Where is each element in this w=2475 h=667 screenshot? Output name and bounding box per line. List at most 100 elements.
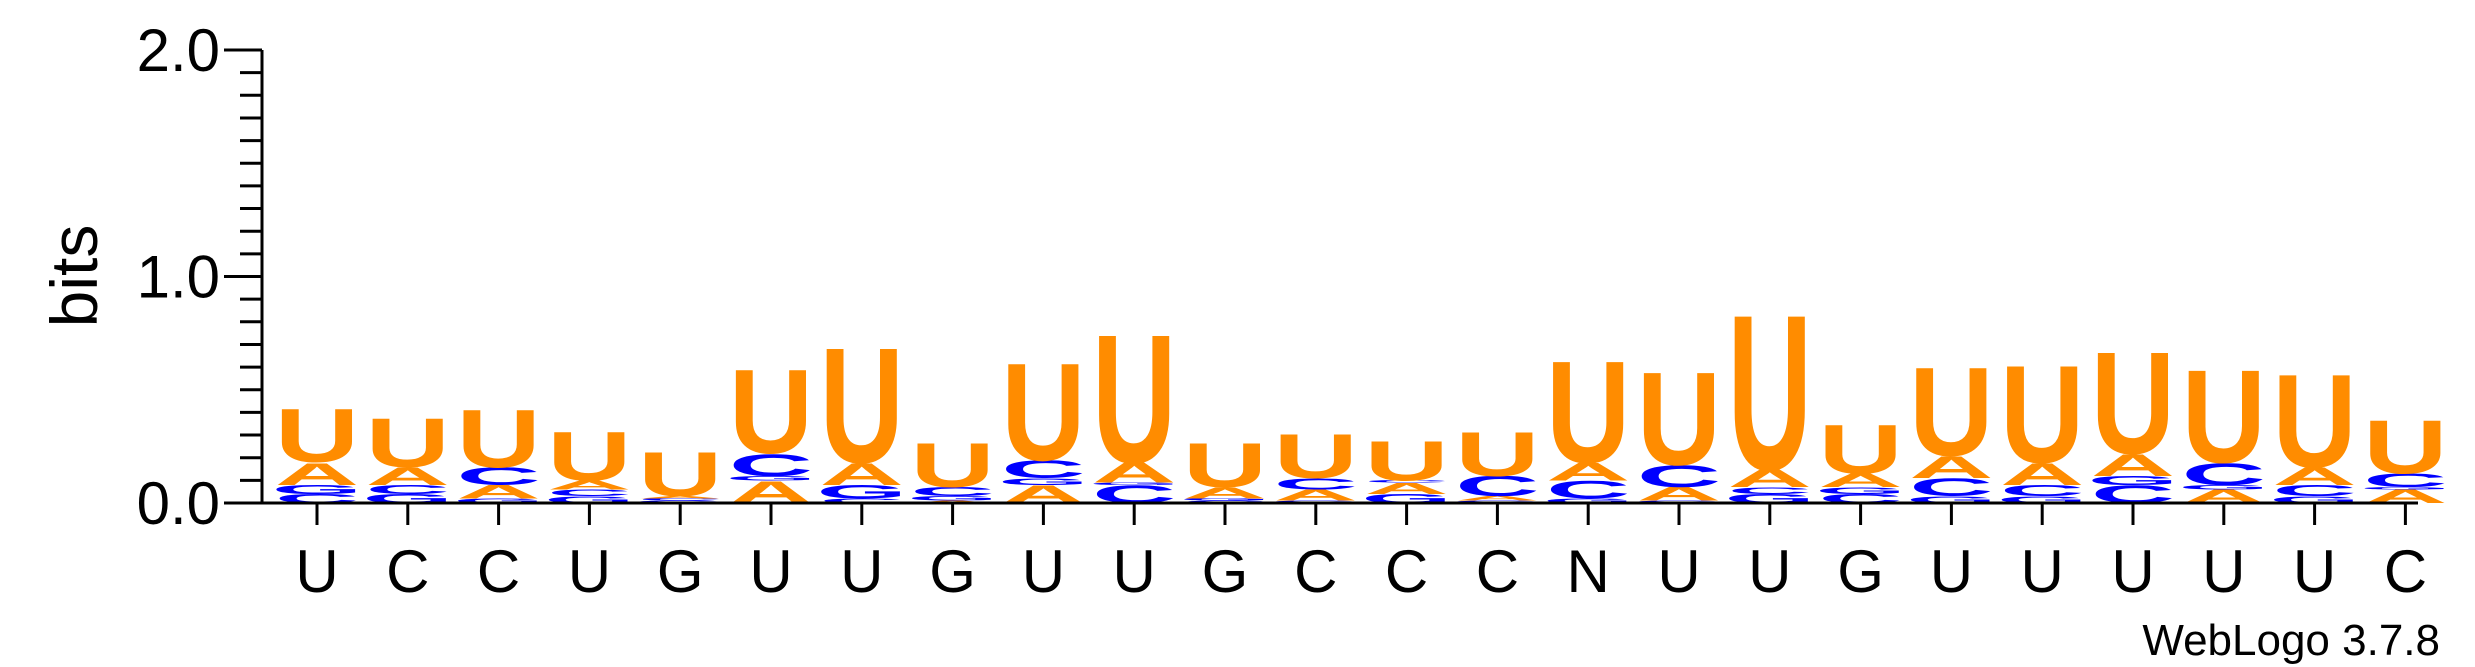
logo-letter-c: C [1728, 485, 1812, 496]
weblogo-credit: WebLogo 3.7.8 [2142, 616, 2440, 665]
logo-letter-a: A [2272, 462, 2356, 490]
logo-letter-u: U [1364, 429, 1448, 492]
logo-letter-a: A [638, 496, 722, 500]
logo-letter-g: G [1906, 494, 1997, 505]
y-tick-label: 2.0 [137, 17, 220, 84]
x-tick-label: U [1657, 538, 1700, 605]
logo-letter-g: G [2178, 484, 2269, 491]
logo-letter-u: U [1546, 331, 1630, 493]
x-tick-label: G [929, 538, 976, 605]
x-tick-label: C [1476, 538, 1519, 605]
x-tick-label: G [1202, 538, 1249, 605]
logo-letter-c: C [2363, 470, 2447, 491]
logo-letter-u: U [1637, 345, 1721, 493]
logo-letter-a: A [547, 478, 631, 492]
logo-letter-a: A [1092, 457, 1176, 489]
logo-letter-u: U [1001, 335, 1085, 490]
y-tick-label: 1.0 [137, 244, 220, 311]
x-tick-label: U [2202, 538, 2245, 605]
logo-letter-a: A [2091, 448, 2175, 483]
logo-letter-c: C [1546, 476, 1630, 504]
x-tick-label: U [2111, 538, 2154, 605]
logo-letter-u: U [1909, 341, 1993, 482]
logo-letter-c: C [638, 498, 722, 502]
x-tick-label: C [2384, 538, 2427, 605]
x-tick-label: C [386, 538, 429, 605]
logo-letter-a: A [275, 457, 359, 492]
logo-letter-g: G [544, 494, 635, 505]
logo-letter-a: A [366, 462, 450, 490]
y-tick-label: 0.0 [137, 470, 220, 537]
x-tick-label: U [749, 538, 792, 605]
logo-letter-u: U [1274, 421, 1358, 492]
x-tick-label: G [657, 538, 704, 605]
x-tick-label: U [1748, 538, 1791, 605]
logo-letter-a: A [820, 457, 904, 492]
x-tick-label: U [840, 538, 883, 605]
logo-letter-a: A [1818, 470, 1902, 491]
logo-letter-g: G [453, 497, 544, 504]
logo-letter-g: G [2269, 494, 2360, 505]
letter-stacks: CGAUGCAUGACUGCAUGCAUAGCUCGAUAGCUAGCUCGAU… [272, 269, 2451, 517]
x-tick-label: U [295, 538, 338, 605]
logo-letter-g: G [1543, 497, 1634, 504]
logo-letter-a: A [1274, 486, 1358, 504]
logo-letter-u: U [2182, 343, 2266, 491]
logo-letter-a: A [1546, 458, 1630, 486]
logo-letter-u: U [638, 439, 722, 510]
logo-letter-g: G [1180, 498, 1271, 502]
logo-letter-c: C [910, 485, 994, 499]
logo-letter-u: U [275, 394, 359, 479]
logo-letter-c: C [2000, 482, 2084, 500]
logo-letter-g: G [1089, 482, 1180, 486]
x-tick-label: U [2021, 538, 2064, 605]
logo-letter-u: U [366, 404, 450, 482]
x-tick-label: C [1385, 538, 1428, 605]
x-tick-label: C [477, 538, 520, 605]
logo-letter-u: U [2000, 338, 2084, 493]
logo-letter-g: G [998, 476, 1089, 487]
logo-letter-g: G [1997, 494, 2088, 505]
logo-letter-u: U [547, 418, 631, 496]
logo-letter-u: U [729, 346, 813, 480]
logo-letter-a: A [1637, 483, 1721, 504]
logo-letter-u: U [2091, 322, 2175, 484]
logo-letter-g: G [907, 495, 998, 502]
logo-letter-c: C [456, 462, 540, 490]
logo-letter-u: U [2363, 405, 2447, 490]
logo-letter-g: G [726, 475, 817, 482]
logo-letter-g: G [1815, 485, 1906, 496]
x-tick-label: U [2293, 538, 2336, 605]
logo-letter-c: C [1364, 480, 1448, 484]
x-tick-label: U [568, 538, 611, 605]
logo-letter-a: A [2000, 457, 2084, 492]
logo-letter-a: A [1909, 450, 1993, 485]
logo-letter-u: U [1728, 269, 1812, 517]
x-tick-label: C [1294, 538, 1337, 605]
logo-letter-g: G [2088, 473, 2179, 487]
x-tick-label: N [1567, 538, 1610, 605]
x-tick-label: G [1837, 538, 1884, 605]
logo-letter-c: C [2182, 457, 2266, 492]
logo-letter-a: A [456, 481, 540, 502]
logo-letter-u: U [1092, 296, 1176, 501]
logo-letter-a: A [1455, 495, 1539, 502]
logo-letter-c: C [729, 448, 813, 483]
logo-letter-c: C [1274, 475, 1358, 493]
logo-letter-c: C [1637, 459, 1721, 494]
logo-letter-c: C [2272, 482, 2356, 500]
x-tick-label: U [1022, 538, 1065, 605]
logo-letter-c: C [1909, 473, 1993, 501]
logo-letter-u: U [1818, 411, 1902, 489]
logo-letter-u: U [1183, 430, 1267, 501]
logo-letter-a: A [1364, 480, 1448, 498]
y-axis-label: bits [37, 225, 111, 328]
logo-letter-c: C [1001, 455, 1085, 483]
logo-letter-u: U [820, 315, 904, 498]
x-tick-label: U [1113, 538, 1156, 605]
logo-letter-u: U [2272, 348, 2356, 496]
logo-letter-a: A [1728, 464, 1812, 492]
logo-letter-c: C [820, 497, 904, 504]
